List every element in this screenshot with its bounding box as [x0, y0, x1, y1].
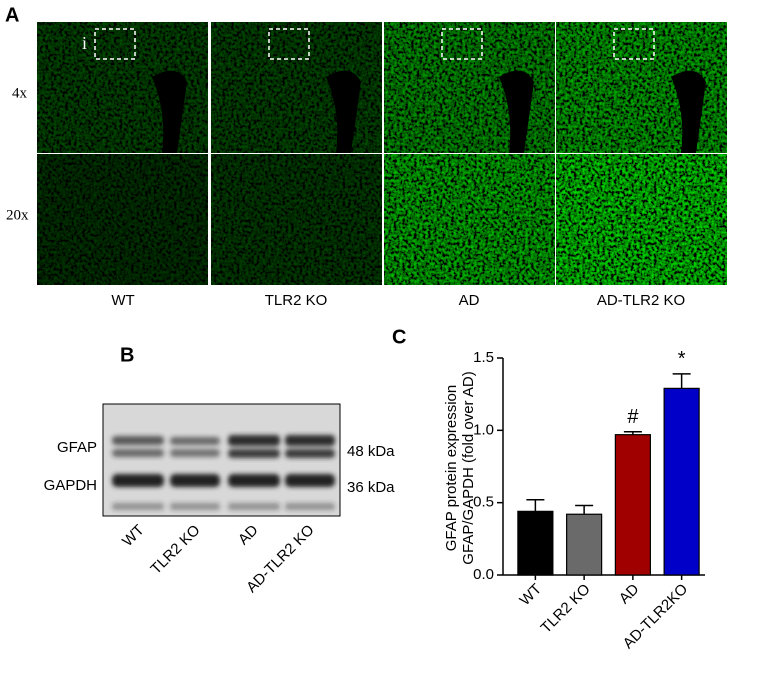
size-label: 36 kDa [347, 479, 395, 496]
group-label: TLR2 KO [265, 292, 328, 309]
y-tick-label: 1.5 [473, 349, 494, 366]
protein-label: GFAP [57, 439, 97, 456]
micrograph-signal [384, 154, 555, 285]
x-tick-label: TLR2 KO [538, 581, 594, 637]
size-label: 48 kDa [347, 443, 395, 460]
ventricle [671, 70, 706, 153]
ventricle [499, 70, 534, 153]
x-tick-label: WT [516, 581, 545, 610]
micrograph-signal [211, 154, 382, 285]
y-tick-label: 0.0 [473, 566, 494, 583]
panel-letter: A [5, 4, 19, 26]
y-axis-label: GFAP/GAPDH (fold over AD) [460, 371, 477, 564]
protein-label: GAPDH [44, 477, 97, 494]
y-axis-label: GFAP protein expression [443, 385, 460, 551]
magnification-label: 4x [12, 85, 28, 101]
significance-marker: * [678, 348, 686, 370]
y-tick-label: 0.5 [473, 494, 494, 511]
lane-label: TLR2 KO [147, 522, 203, 578]
x-tick-label: AD [616, 581, 643, 608]
group-label: WT [111, 292, 134, 309]
micrograph-signal [37, 154, 208, 285]
bar [663, 387, 700, 576]
blot-frame [102, 403, 341, 517]
ventricle [152, 70, 187, 153]
ventricle [326, 70, 361, 153]
bar [517, 510, 554, 576]
y-tick-label: 1.0 [473, 421, 494, 438]
panel-letter: B [120, 344, 134, 366]
inset-label: i [82, 33, 87, 53]
micrograph-signal [556, 154, 727, 285]
western-blot [102, 403, 341, 517]
significance-marker: # [627, 406, 639, 428]
group-label: AD-TLR2 KO [597, 292, 685, 309]
bar [566, 513, 603, 576]
group-label: AD [459, 292, 480, 309]
bar [614, 434, 651, 576]
micrograph-grid [37, 22, 727, 285]
lane-label: WT [119, 522, 148, 551]
panel-letter: C [392, 326, 406, 348]
magnification-label: 20x [6, 207, 29, 223]
lane-label: AD [235, 522, 262, 549]
